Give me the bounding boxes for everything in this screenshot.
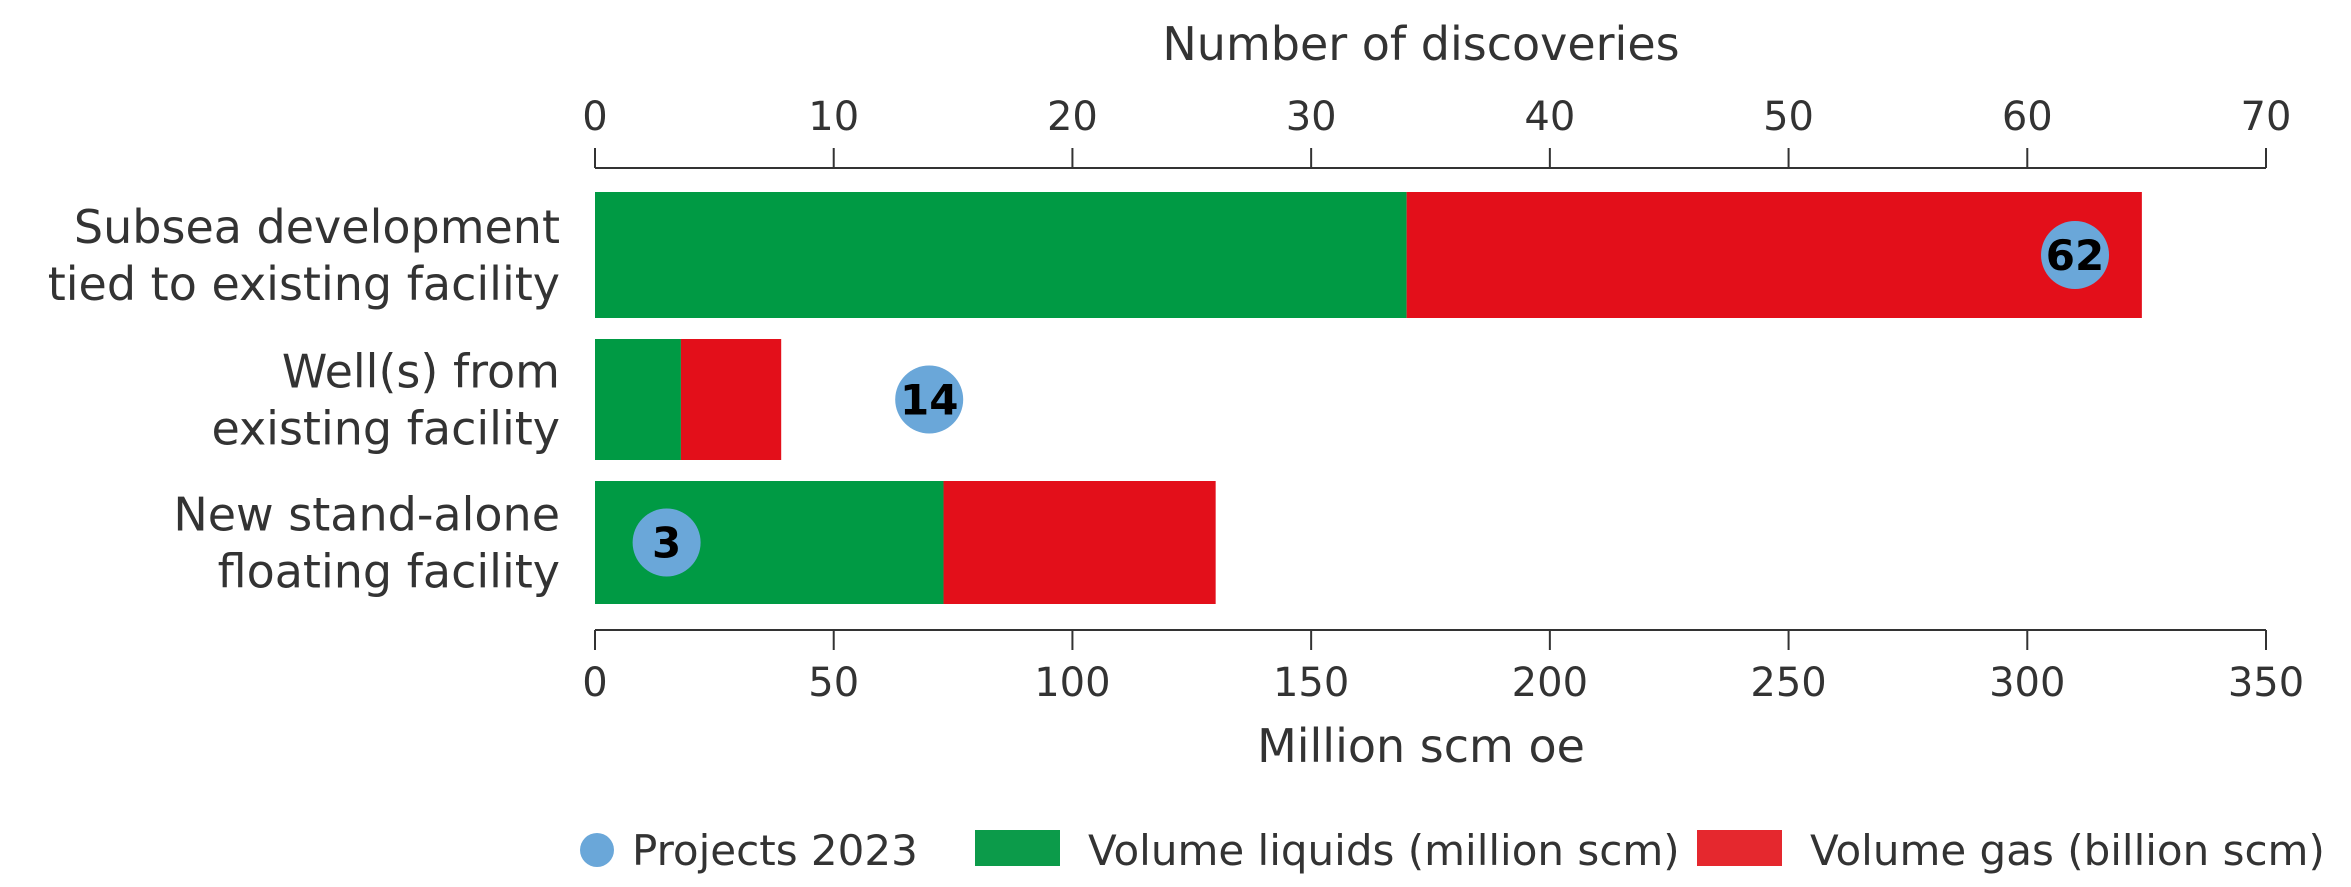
top-tick-label: 0 (582, 94, 607, 140)
projects-dot (2041, 221, 2110, 289)
bar-liquids (595, 192, 1407, 318)
category-label: floating facility (218, 545, 560, 599)
top-tick-label: 70 (2241, 94, 2292, 140)
category-label: existing facility (211, 402, 560, 456)
legend-label-projects: Projects 2023 (632, 826, 918, 875)
legend-dot-icon (580, 833, 614, 867)
bar-gas (943, 481, 1216, 604)
legend-label-gas: Volume gas (billion scm) (1810, 826, 2325, 875)
top-tick-label: 30 (1286, 94, 1337, 140)
legend-label-liquids: Volume liquids (million scm) (1088, 826, 1680, 875)
bottom-tick-label: 200 (1512, 660, 1588, 706)
projects-dot (632, 508, 701, 577)
top-tick-label: 60 (2002, 94, 2053, 140)
bar-gas (1406, 192, 2142, 318)
bottom-tick-label: 0 (582, 660, 607, 706)
top-tick-label: 10 (808, 94, 859, 140)
legend-swatch-liquids (975, 830, 1060, 866)
category-label: New stand-alone (173, 488, 560, 542)
bottom-tick-label: 150 (1273, 660, 1349, 706)
legend: Projects 2023 Volume liquids (million scm… (580, 826, 2325, 875)
bottom-tick-label: 250 (1750, 660, 1826, 706)
category-label: Well(s) from (282, 345, 560, 399)
top-axis-title: Number of discoveries (1162, 17, 1679, 71)
bottom-axis-title: Million scm oe (1257, 719, 1585, 773)
bottom-tick-label: 350 (2228, 660, 2304, 706)
bottom-tick-label: 100 (1034, 660, 1110, 706)
projects-dot-label: 62 (2046, 231, 2104, 280)
top-tick-label: 50 (1763, 94, 1814, 140)
bottom-tick-label: 300 (1989, 660, 2065, 706)
bottom-tick-label: 50 (808, 660, 859, 706)
projects-dot (895, 365, 964, 434)
bar-liquids (595, 339, 681, 460)
projects-dot-label: 14 (900, 376, 958, 425)
top-tick-label: 20 (1047, 94, 1098, 140)
category-label: tied to existing facility (48, 257, 560, 311)
top-tick-label: 40 (1524, 94, 1575, 140)
legend-swatch-gas (1697, 830, 1782, 866)
category-label: Subsea development (74, 200, 560, 254)
bar-gas (680, 339, 782, 460)
projects-dot-label: 3 (652, 519, 681, 568)
